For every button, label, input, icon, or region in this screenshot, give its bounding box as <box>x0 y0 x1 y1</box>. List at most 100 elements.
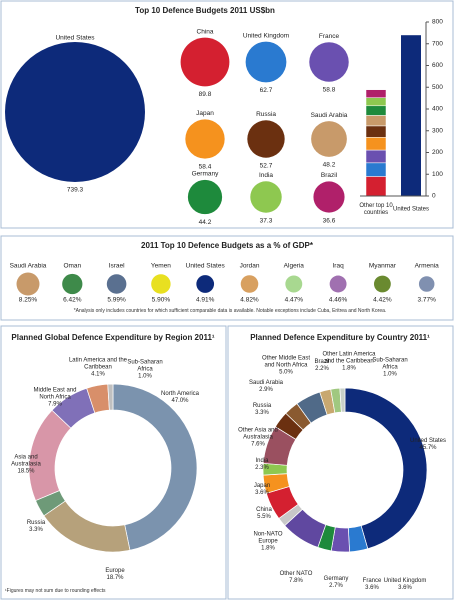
label: 1.0% <box>138 373 152 380</box>
label-group: Non-NATO Europe 1.8% <box>250 532 286 553</box>
label-group: India 2.3% <box>247 458 277 472</box>
value-label: 58.4 <box>199 163 212 170</box>
label: 7.6% <box>251 441 265 448</box>
value-label: 58.8 <box>323 86 336 93</box>
bubble <box>245 41 287 83</box>
value-label: 52.7 <box>260 162 273 169</box>
circle <box>16 272 40 296</box>
value-label: 5.90% <box>152 297 171 304</box>
circle <box>373 275 391 293</box>
label-group: France 3.6% <box>357 578 387 592</box>
label: Russia <box>252 403 272 409</box>
label-group: Russia 3.3% <box>247 403 277 417</box>
label: Asia and Australasia <box>11 454 41 468</box>
label-group: Asia and Australasia 18.5% <box>4 455 48 476</box>
label: 7.8% <box>289 578 303 584</box>
donut-segment <box>339 387 346 413</box>
label: 1.8% <box>261 545 275 552</box>
label-group: Russia 3.3% <box>16 520 56 534</box>
label: North America <box>160 391 199 397</box>
chart-title: Top 10 Defence Budgets 2011 US$bn <box>135 6 275 15</box>
label: Japan <box>253 483 271 489</box>
donut-segment <box>43 500 131 553</box>
y-tick-label: 100 <box>432 171 443 178</box>
label-group: Other NATO 7.8% <box>278 571 314 585</box>
label: 4.1% <box>91 371 105 378</box>
label: 5.5% <box>257 514 271 520</box>
category-label: Algeria <box>284 263 305 270</box>
label: China <box>256 507 272 513</box>
circle <box>285 275 303 293</box>
bubble <box>5 42 145 182</box>
y-tick-label: 200 <box>432 149 443 156</box>
stack-segment <box>365 162 387 177</box>
value-label: 3.77% <box>417 297 436 304</box>
bar <box>401 35 421 196</box>
panel <box>227 325 454 600</box>
value-label: 62.7 <box>260 87 273 94</box>
category-label: United States <box>186 263 226 270</box>
bubble-name: Russia <box>256 111 276 118</box>
label-group: Other Asia and Australasia 7.6% <box>238 428 278 449</box>
label: Other NATO <box>279 571 313 577</box>
label: 2.3% <box>255 465 269 471</box>
y-tick-label: 800 <box>432 19 443 26</box>
value-label: 44.2 <box>199 219 212 226</box>
label-group: Other Middle East and North Africa 5.0% <box>261 356 311 377</box>
label: 5.0% <box>279 369 293 376</box>
label: 3.6% <box>365 585 379 591</box>
circle <box>106 274 127 294</box>
label-group: Germany 2.7% <box>321 576 351 590</box>
label-group: Europe 18.7% <box>90 568 140 582</box>
donut-segment <box>112 383 198 551</box>
stack-segment <box>365 176 387 197</box>
bubble-name: United States <box>55 35 95 42</box>
stack-segment <box>365 97 387 107</box>
category-label: Armenia <box>415 263 440 270</box>
label: 3.6% <box>398 585 412 591</box>
value-label: 6.42% <box>63 297 82 304</box>
label: Other top 10 countries <box>359 203 393 216</box>
label-group: Sub-Saharan Africa 1.0% <box>125 360 165 381</box>
category-label: Israel <box>109 263 125 270</box>
label: Europe <box>105 568 125 574</box>
bubble-name: India <box>259 172 273 179</box>
chart-title: Planned Defence Expenditure by Country 2… <box>250 333 430 342</box>
bubble-name: China <box>197 28 214 35</box>
label: Russia <box>26 520 46 526</box>
label-group: Latin America and the Caribbean 4.1% <box>68 358 128 379</box>
label: Other Latin America and the Caribbean <box>322 351 376 365</box>
circle <box>329 275 347 293</box>
chart-title: Planned Global Defence Expenditure by Re… <box>11 333 215 342</box>
bubble <box>180 37 230 87</box>
label: 2.9% <box>259 387 273 393</box>
label-group: Other top 10 countries <box>356 203 396 217</box>
bubble-name: Germany <box>192 171 219 178</box>
bubble <box>309 42 349 82</box>
panel <box>0 0 454 229</box>
label-group: United States 45.7% <box>406 438 450 452</box>
label-group: United States <box>391 207 431 214</box>
value-label: 89.8 <box>199 91 212 98</box>
label: 3.6% <box>255 490 269 496</box>
value-label: 5.99% <box>107 297 126 304</box>
y-tick-label: 500 <box>432 84 443 91</box>
circle <box>418 276 435 292</box>
label: 3.3% <box>255 410 269 416</box>
label-group: Saudi Arabia 2.9% <box>246 380 286 394</box>
label: France <box>362 578 382 584</box>
label-group: China 5.5% <box>249 507 279 521</box>
label-group: Japan 3.6% <box>247 483 277 497</box>
label: 1.8% <box>342 365 356 372</box>
bubble-name: Saudi Arabia <box>311 112 348 119</box>
chart-title: 2011 Top 10 Defence Budgets as a % of GD… <box>141 241 314 250</box>
value-label: 4.42% <box>373 297 392 304</box>
label: 3.3% <box>29 527 43 533</box>
label: 2.2% <box>315 366 329 372</box>
circle <box>240 275 259 293</box>
stack-segment <box>365 115 387 127</box>
circle <box>196 275 215 293</box>
label: United States <box>409 438 447 444</box>
